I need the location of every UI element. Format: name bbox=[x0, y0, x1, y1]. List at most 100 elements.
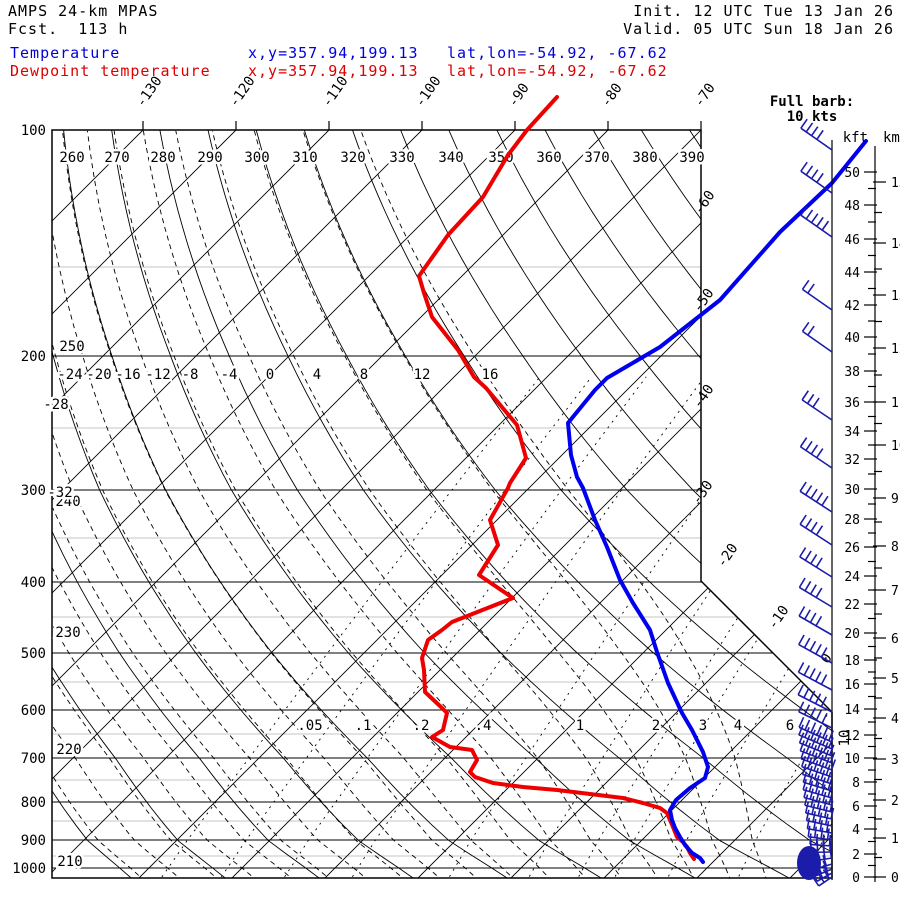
svg-text:13.: 13. bbox=[891, 289, 900, 304]
svg-text:390: 390 bbox=[679, 150, 704, 166]
legend-temperature-xy: x,y=357.94,199.13 bbox=[248, 44, 419, 62]
svg-text:10.: 10. bbox=[891, 439, 900, 454]
svg-text:330: 330 bbox=[389, 150, 414, 166]
svg-text:16: 16 bbox=[844, 678, 860, 693]
svg-text:0: 0 bbox=[852, 871, 860, 886]
svg-text:10: 10 bbox=[837, 730, 853, 747]
svg-text:.4: .4 bbox=[475, 718, 492, 734]
legend-dewpoint-xy: x,y=357.94,199.13 bbox=[248, 62, 419, 80]
svg-text:kft: kft bbox=[843, 130, 868, 146]
valid-time: Valid. 05 UTC Sun 18 Jan 26 bbox=[623, 20, 894, 38]
svg-text:3: 3 bbox=[699, 718, 707, 734]
svg-text:290: 290 bbox=[197, 150, 222, 166]
svg-text:260: 260 bbox=[59, 150, 84, 166]
svg-text:-90: -90 bbox=[505, 80, 533, 110]
init-time: Init. 12 UTC Tue 13 Jan 26 bbox=[633, 2, 894, 20]
svg-text:-30: -30 bbox=[689, 478, 717, 508]
svg-text:28: 28 bbox=[844, 513, 860, 528]
svg-text:-4: -4 bbox=[221, 367, 238, 383]
svg-text:600: 600 bbox=[21, 703, 46, 719]
svg-text:900: 900 bbox=[21, 833, 46, 849]
svg-text:50: 50 bbox=[844, 166, 860, 181]
legend-dewpoint-label: Dewpoint temperature bbox=[10, 62, 211, 80]
svg-text:32: 32 bbox=[844, 453, 860, 468]
svg-text:4: 4 bbox=[852, 823, 860, 838]
svg-text:40: 40 bbox=[844, 331, 860, 346]
svg-text:16: 16 bbox=[482, 367, 499, 383]
svg-text:340: 340 bbox=[438, 150, 463, 166]
svg-text:200: 200 bbox=[21, 349, 46, 365]
svg-text:-70: -70 bbox=[691, 80, 719, 110]
svg-text:1: 1 bbox=[576, 718, 584, 734]
svg-text:270: 270 bbox=[104, 150, 129, 166]
svg-text:34: 34 bbox=[844, 425, 860, 440]
svg-text:44: 44 bbox=[844, 266, 860, 281]
svg-text:8.: 8. bbox=[891, 540, 900, 555]
model-title: AMPS 24-km MPAS bbox=[8, 2, 159, 20]
svg-text:-100: -100 bbox=[412, 73, 444, 110]
svg-text:800: 800 bbox=[21, 795, 46, 811]
svg-text:-40: -40 bbox=[690, 382, 718, 412]
svg-text:4.: 4. bbox=[891, 712, 900, 727]
svg-text:-20: -20 bbox=[714, 541, 742, 571]
svg-text:48: 48 bbox=[844, 199, 860, 214]
svg-text:11.: 11. bbox=[891, 396, 900, 411]
svg-text:38: 38 bbox=[844, 365, 860, 380]
svg-text:-20: -20 bbox=[86, 367, 111, 383]
svg-text:100: 100 bbox=[21, 123, 46, 139]
svg-text:0: 0 bbox=[266, 367, 274, 383]
forecast-hour: Fcst. 113 h bbox=[8, 20, 129, 38]
svg-text:14: 14 bbox=[844, 703, 860, 718]
svg-text:700: 700 bbox=[21, 751, 46, 767]
svg-text:210: 210 bbox=[57, 854, 82, 870]
svg-text:2: 2 bbox=[652, 718, 660, 734]
svg-text:10 kts: 10 kts bbox=[787, 109, 838, 125]
svg-text:-16: -16 bbox=[115, 367, 140, 383]
svg-text:9.: 9. bbox=[891, 492, 900, 507]
svg-text:km: km bbox=[883, 130, 900, 146]
svg-text:500: 500 bbox=[21, 646, 46, 662]
svg-text:-28: -28 bbox=[43, 397, 68, 413]
svg-text:5.: 5. bbox=[891, 672, 900, 687]
svg-text:12: 12 bbox=[414, 367, 431, 383]
svg-text:3.: 3. bbox=[891, 753, 900, 768]
svg-text:0: 0 bbox=[818, 651, 836, 667]
svg-text:400: 400 bbox=[21, 575, 46, 591]
svg-text:2: 2 bbox=[852, 848, 860, 863]
legend-temperature-latlon: lat,lon=-54.92, -67.62 bbox=[447, 44, 668, 62]
svg-text:1.: 1. bbox=[891, 832, 900, 847]
svg-text:250: 250 bbox=[59, 339, 84, 355]
svg-text:-8: -8 bbox=[182, 367, 199, 383]
svg-text:.05: .05 bbox=[297, 718, 322, 734]
svg-text:30: 30 bbox=[844, 483, 860, 498]
svg-text:8: 8 bbox=[852, 776, 860, 791]
svg-text:12.: 12. bbox=[891, 342, 900, 357]
svg-text:18: 18 bbox=[844, 654, 860, 669]
svg-text:220: 220 bbox=[56, 742, 81, 758]
svg-text:4: 4 bbox=[734, 718, 742, 734]
svg-text:280: 280 bbox=[150, 150, 175, 166]
svg-text:1000: 1000 bbox=[12, 861, 46, 877]
svg-text:8: 8 bbox=[360, 367, 368, 383]
svg-text:15.: 15. bbox=[891, 176, 900, 191]
legend-temperature-label: Temperature bbox=[10, 44, 121, 62]
svg-text:6: 6 bbox=[852, 800, 860, 815]
svg-text:-32: -32 bbox=[47, 485, 72, 501]
svg-text:26: 26 bbox=[844, 541, 860, 556]
svg-text:.2: .2 bbox=[413, 718, 430, 734]
svg-text:-24: -24 bbox=[57, 367, 82, 383]
svg-text:-12: -12 bbox=[145, 367, 170, 383]
svg-text:6: 6 bbox=[786, 718, 794, 734]
svg-text:-80: -80 bbox=[598, 80, 626, 110]
svg-text:7.: 7. bbox=[891, 584, 900, 599]
svg-text:300: 300 bbox=[244, 150, 269, 166]
svg-text:-130: -130 bbox=[133, 73, 165, 110]
svg-text:.1: .1 bbox=[355, 718, 372, 734]
svg-text:360: 360 bbox=[536, 150, 561, 166]
svg-text:42: 42 bbox=[844, 299, 860, 314]
svg-text:20: 20 bbox=[844, 627, 860, 642]
svg-text:Full barb:: Full barb: bbox=[770, 94, 854, 110]
svg-text:320: 320 bbox=[340, 150, 365, 166]
